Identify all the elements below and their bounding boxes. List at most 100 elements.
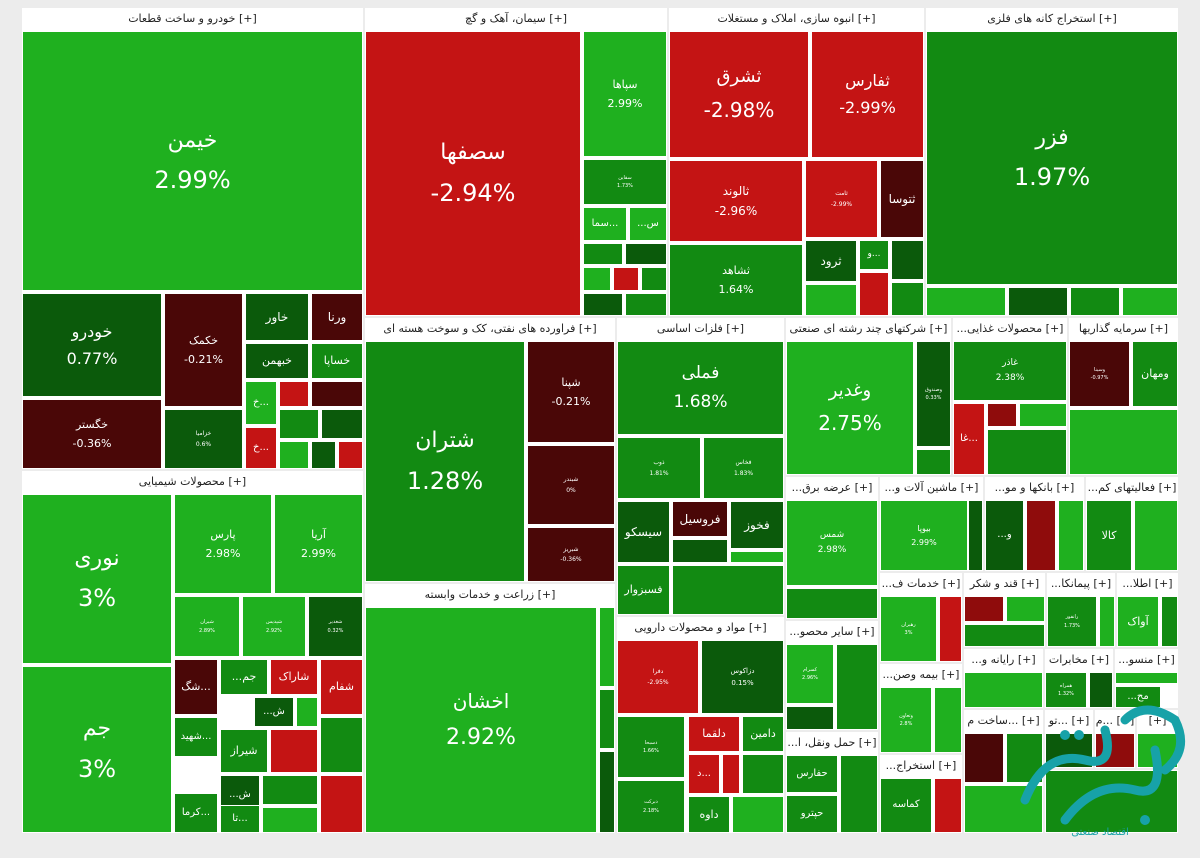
stock-tile[interactable]: غاذر 2.38% [953, 341, 1067, 401]
small-stock-tile[interactable] [934, 778, 962, 833]
stock-tile[interactable]: فخوز [730, 501, 784, 549]
stock-tile[interactable]: خکمک -0.21% [164, 293, 243, 407]
small-stock-tile[interactable] [1069, 409, 1178, 475]
stock-tile[interactable]: خ... [245, 427, 277, 469]
small-stock-tile[interactable] [968, 500, 983, 571]
stock-tile[interactable]: ...جم [220, 659, 268, 695]
small-stock-tile[interactable] [599, 751, 615, 833]
small-stock-tile[interactable] [840, 755, 878, 833]
stock-tile[interactable]: کماسه [880, 778, 932, 833]
small-stock-tile[interactable] [279, 441, 309, 469]
small-stock-tile[interactable] [311, 441, 336, 469]
small-stock-tile[interactable] [296, 697, 318, 727]
small-stock-tile[interactable] [320, 775, 363, 833]
small-stock-tile[interactable] [1006, 733, 1043, 783]
stock-tile[interactable]: وسینا -0.97% [1069, 341, 1130, 407]
stock-tile[interactable]: پارس 2.98% [174, 494, 272, 594]
stock-tile[interactable]: دبرکت 2.18% [617, 780, 685, 833]
sector-title[interactable]: [+] سایر محصو... [789, 625, 875, 638]
sector-title[interactable]: [+] [1148, 714, 1167, 727]
small-stock-tile[interactable] [964, 596, 1004, 622]
stock-tile[interactable]: ثشرق -2.98% [669, 31, 809, 158]
small-stock-tile[interactable] [964, 672, 1043, 708]
small-stock-tile[interactable] [786, 706, 834, 730]
small-stock-tile[interactable] [613, 267, 639, 291]
stock-tile[interactable]: دامین [742, 716, 784, 752]
sector-title[interactable]: [+] خدمات ف... [881, 577, 961, 590]
small-stock-tile[interactable] [1070, 287, 1120, 316]
stock-tile[interactable]: ثالوند -2.96% [669, 160, 803, 242]
stock-tile[interactable]: سما... [583, 207, 627, 241]
stock-tile[interactable]: حپترو [786, 795, 838, 833]
stock-tile[interactable]: وغدیر 2.75% [786, 341, 914, 475]
stock-tile[interactable]: ...مح [1115, 686, 1161, 708]
small-stock-tile[interactable] [934, 687, 962, 753]
small-stock-tile[interactable] [1045, 733, 1093, 768]
small-stock-tile[interactable] [262, 775, 318, 805]
stock-tile[interactable]: وصندوق 0.33% [916, 341, 951, 447]
stock-tile[interactable]: شگ... [174, 659, 218, 715]
stock-tile[interactable]: شبندر 0% [527, 445, 615, 525]
small-stock-tile[interactable] [1115, 672, 1178, 684]
small-stock-tile[interactable] [722, 754, 740, 794]
stock-tile[interactable]: آریا 2.99% [274, 494, 363, 594]
sector-title[interactable]: [+] پیمانکا... [1050, 577, 1112, 590]
stock-tile[interactable]: ...و [985, 500, 1024, 571]
stock-tile[interactable]: فروسیل [672, 501, 728, 537]
stock-tile[interactable]: فزر 1.97% [926, 31, 1178, 285]
sector-title[interactable]: [+] مخابرات [1048, 653, 1110, 666]
stock-tile[interactable]: دفرا -2.95% [617, 640, 699, 714]
small-stock-tile[interactable] [891, 240, 924, 280]
small-stock-tile[interactable] [583, 293, 623, 316]
sector-title[interactable]: [+] حمل ونقل، ا... [787, 736, 877, 749]
sector-title[interactable]: [+] استخراج... [885, 759, 957, 772]
small-stock-tile[interactable] [311, 381, 363, 407]
small-stock-tile[interactable] [1006, 596, 1045, 622]
stock-tile[interactable]: شبریز -0.36% [527, 527, 615, 582]
small-stock-tile[interactable] [730, 551, 784, 563]
small-stock-tile[interactable] [1095, 733, 1135, 768]
stock-tile[interactable]: و... [859, 240, 889, 270]
sector-title[interactable]: [+] محصولات غذایی... [956, 322, 1064, 335]
sector-title[interactable]: [+] مواد و محصولات دارویی [634, 621, 767, 634]
stock-tile[interactable]: همراه 1.32% [1045, 672, 1087, 708]
stock-tile[interactable]: ثفارس -2.99% [811, 31, 924, 158]
small-stock-tile[interactable] [1089, 672, 1113, 708]
small-stock-tile[interactable] [964, 733, 1004, 783]
stock-tile[interactable]: خیمن 2.99% [22, 31, 363, 291]
small-stock-tile[interactable] [891, 282, 924, 316]
sector-title[interactable]: [+] اطلا... [1122, 577, 1173, 590]
stock-tile[interactable]: شهید... [174, 717, 218, 757]
stock-tile[interactable]: جم 3% [22, 666, 172, 833]
small-stock-tile[interactable] [1161, 596, 1178, 647]
small-stock-tile[interactable] [279, 381, 309, 407]
stock-tile[interactable]: فخاس 1.83% [703, 437, 784, 499]
stock-tile[interactable]: ثامت -2.99% [805, 160, 878, 238]
sector-title[interactable]: [+] منسو... [1118, 653, 1175, 666]
stock-tile[interactable]: دسبحا 1.66% [617, 716, 685, 778]
sector-title[interactable]: [+] زراعت و خدمات وابسته [424, 588, 556, 601]
stock-tile[interactable]: شیران 2.89% [174, 596, 240, 657]
small-stock-tile[interactable] [939, 596, 962, 662]
stock-tile[interactable]: سیسکو [617, 501, 670, 563]
small-stock-tile[interactable] [1019, 403, 1067, 427]
stock-tile[interactable]: کالا [1086, 500, 1132, 571]
stock-tile[interactable]: وتعاون 2.8% [880, 687, 932, 753]
sector-title[interactable]: [+] ...م [1095, 714, 1135, 727]
stock-tile[interactable]: رانفور 1.73% [1047, 596, 1097, 647]
stock-tile[interactable]: دزاکوس 0.15% [701, 640, 784, 714]
small-stock-tile[interactable] [583, 243, 623, 265]
stock-tile[interactable]: ...ش [254, 697, 294, 727]
small-stock-tile[interactable] [1134, 500, 1178, 571]
sector-title[interactable]: [+] محصولات شیمیایی [138, 475, 247, 488]
sector-title[interactable]: [+] خودرو و ساخت قطعات [128, 12, 257, 25]
stock-tile[interactable]: سقاین 1.73% [583, 159, 667, 205]
sector-title[interactable]: [+] رایانه و... [971, 653, 1036, 666]
small-stock-tile[interactable] [786, 588, 878, 619]
stock-tile[interactable]: شفام [320, 659, 363, 715]
stock-tile[interactable]: غا... [953, 403, 985, 475]
small-stock-tile[interactable] [964, 624, 1045, 647]
small-stock-tile[interactable] [836, 644, 878, 730]
small-stock-tile[interactable] [672, 539, 728, 563]
stock-tile[interactable]: سپاها 2.99% [583, 31, 667, 157]
